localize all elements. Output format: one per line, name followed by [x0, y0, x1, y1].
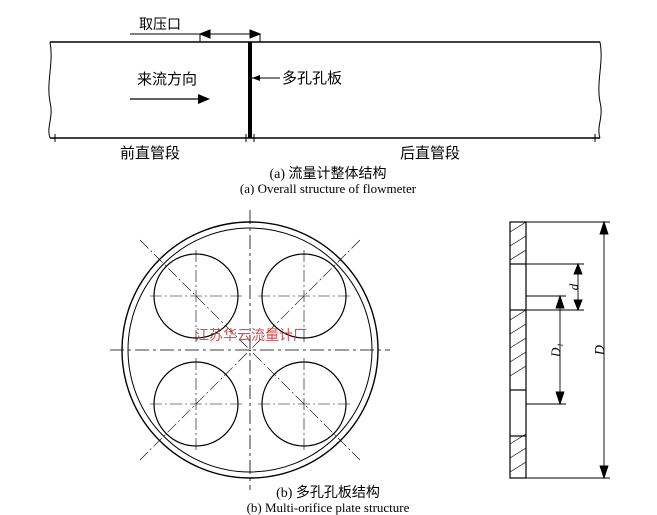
- figure-a-caption-cn: (a) 流量计整体结构: [269, 166, 386, 182]
- orifice-plate: [248, 42, 252, 138]
- orifice-plate-label: 多孔孔板: [282, 69, 342, 87]
- plate-leader-arrow: [252, 75, 260, 81]
- figure-a-caption-en: (a) Overall structure of flowmeter: [240, 181, 417, 195]
- pressure-tap-label: 取压口: [139, 18, 181, 33]
- dim-d-label: d: [566, 283, 581, 290]
- flow-arrow-head: [198, 94, 210, 104]
- figure-a-svg: 取压口 来流方向 多孔孔板 前直管段 后直管段 (a) 流量计整体结构 (a) …: [0, 0, 657, 195]
- figure-b-svg: D D₁ d (b) 多孔孔板结构 (b) Multi-orifice plat…: [0, 195, 657, 515]
- figure-b-caption-en: (b) Multi-orifice plate structure: [247, 500, 410, 515]
- figure-b-caption-cn: (b) 多孔孔板结构: [276, 484, 380, 501]
- flow-direction-label: 来流方向: [137, 71, 197, 88]
- dim-D1-label: D₁: [548, 343, 563, 358]
- plate-side-view: [510, 222, 526, 478]
- upstream-label: 前直管段: [120, 145, 180, 162]
- downstream-label: 后直管段: [400, 145, 460, 162]
- pipe-break-marks: [49, 42, 601, 138]
- watermark-text: 江苏华云流量计厂: [195, 325, 307, 345]
- dim-D-label: D: [593, 345, 608, 356]
